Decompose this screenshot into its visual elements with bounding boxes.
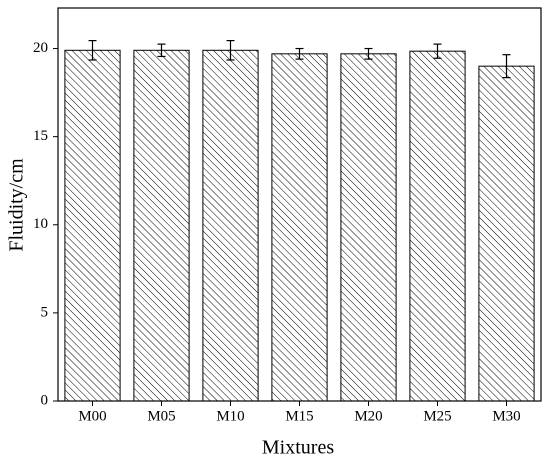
bar (409, 50, 466, 402)
bar (64, 49, 121, 402)
y-tick-label: 15 (33, 128, 48, 144)
error-bar (295, 47, 304, 60)
y-tick-label: 5 (41, 304, 49, 320)
x-tick-label: M10 (216, 408, 244, 424)
y-axis-title: Fluidity/cm (6, 158, 28, 252)
x-tick-label: M05 (147, 408, 175, 424)
x-tick-label: M20 (354, 408, 382, 424)
x-tick-label: M00 (78, 408, 106, 424)
x-axis-title: Mixtures (262, 437, 334, 459)
bar (271, 53, 328, 402)
y-tick-label: 0 (41, 392, 49, 408)
error-bar (226, 40, 235, 61)
error-bar (364, 47, 373, 60)
bar (340, 53, 397, 402)
x-tick-label: M30 (492, 408, 520, 424)
y-tick-label: 10 (33, 216, 48, 232)
x-tick-label: M15 (285, 408, 313, 424)
error-bar (502, 54, 511, 79)
x-tick-label: M25 (423, 408, 451, 424)
error-bar (88, 40, 97, 61)
plot-frame (57, 7, 542, 402)
bar (133, 49, 190, 402)
bar (202, 49, 259, 402)
bar (478, 65, 535, 402)
error-bar (433, 43, 442, 59)
error-bar (157, 43, 166, 58)
y-tick-label: 20 (33, 40, 48, 56)
